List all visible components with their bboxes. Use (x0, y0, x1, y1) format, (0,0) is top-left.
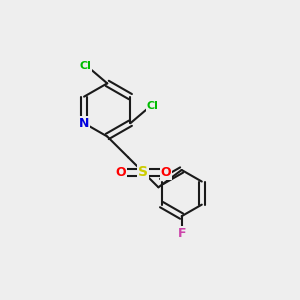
Text: S: S (138, 165, 148, 179)
Text: F: F (177, 227, 186, 241)
Text: Cl: Cl (147, 101, 158, 111)
Text: N: N (79, 117, 89, 130)
Text: O: O (116, 166, 126, 179)
Text: Cl: Cl (79, 61, 91, 71)
Text: O: O (160, 166, 171, 179)
